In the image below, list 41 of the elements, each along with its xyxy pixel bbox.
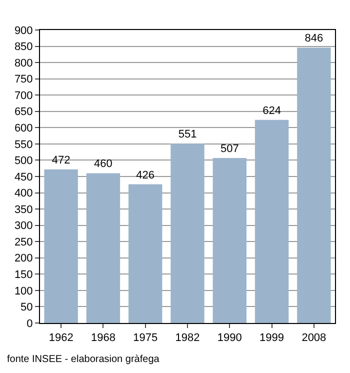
y-tick-label: 100	[14, 285, 33, 298]
y-tick-label: 150	[14, 269, 33, 282]
y-tick-label: 800	[14, 57, 33, 70]
data-label: 624	[262, 104, 281, 117]
x-tick-label: 1962	[48, 332, 74, 344]
x-tick-label: 1990	[217, 332, 242, 344]
y-tick-label: 850	[14, 41, 33, 54]
bar	[297, 48, 331, 323]
x-tick-label: 1999	[260, 332, 284, 344]
y-tick-label: 500	[14, 155, 33, 168]
y-tick-label: 600	[14, 122, 33, 135]
x-tick-label: 1968	[90, 332, 116, 344]
bar	[128, 184, 162, 323]
x-tick-label: 1975	[133, 332, 158, 344]
source-note: fonte INSEE - elaborasion gràfega	[7, 354, 160, 365]
y-tick-label: 0	[26, 318, 33, 330]
y-tick-label: 750	[14, 74, 33, 86]
x-tick-label: 2008	[302, 332, 326, 344]
y-tick-label: 550	[14, 138, 33, 151]
bar	[170, 144, 204, 323]
bar	[86, 173, 120, 323]
y-tick-label: 50	[20, 302, 33, 314]
y-tick-label: 200	[14, 252, 33, 265]
data-label: 846	[304, 32, 324, 45]
y-tick-label: 400	[14, 188, 33, 200]
data-label: 551	[178, 128, 197, 141]
y-tick-label: 450	[14, 171, 33, 184]
bar	[254, 120, 289, 323]
y-tick-label: 700	[14, 90, 33, 102]
data-label: 460	[94, 158, 112, 170]
bar	[212, 158, 246, 323]
data-label: 472	[52, 154, 70, 166]
data-label: 507	[220, 142, 239, 155]
x-tick-label: 1982	[175, 332, 200, 344]
y-tick-label: 300	[14, 220, 33, 232]
y-tick-label: 900	[14, 24, 33, 37]
bar	[44, 169, 78, 323]
y-tick-label: 650	[14, 106, 33, 118]
y-tick-label: 350	[14, 204, 33, 216]
data-label: 426	[136, 169, 155, 182]
y-tick-label: 250	[14, 236, 33, 248]
